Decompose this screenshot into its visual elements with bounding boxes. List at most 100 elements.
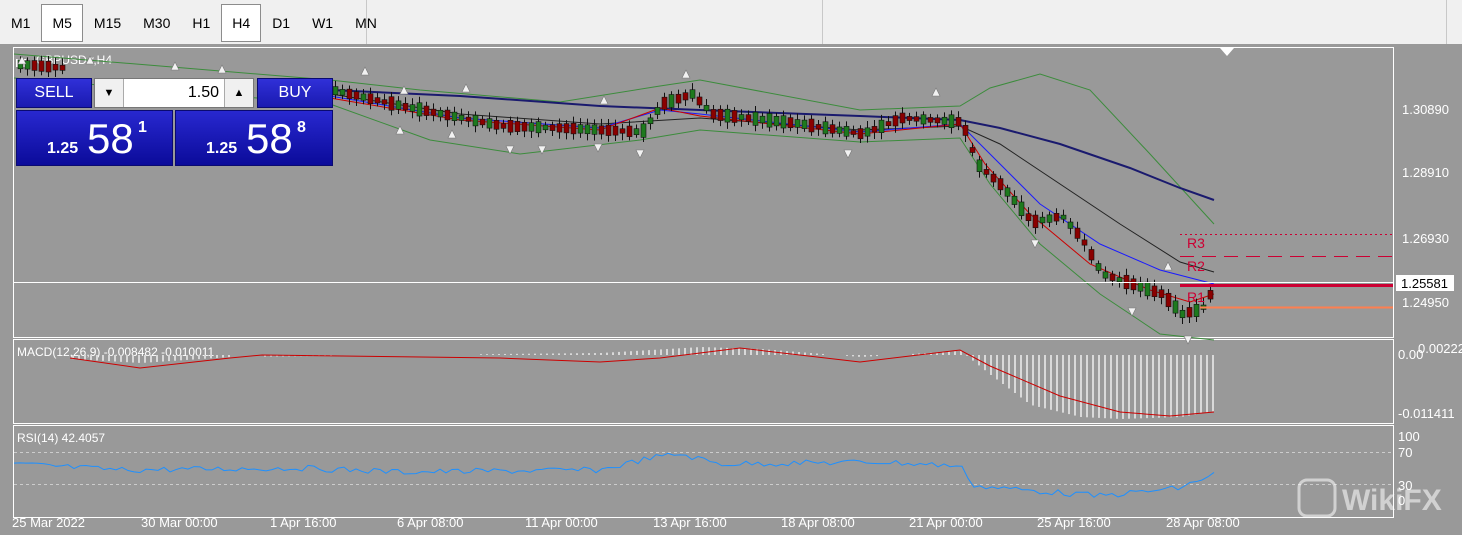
candle — [990, 173, 997, 183]
macd-bar — [84, 355, 86, 360]
macd-bar — [492, 354, 494, 355]
macd-bar — [678, 348, 680, 355]
candle — [1032, 214, 1039, 229]
pivot-label-r2: R2 — [1187, 258, 1205, 274]
fractal-marker-icon — [217, 64, 227, 74]
candle — [689, 89, 696, 99]
candle — [1025, 213, 1032, 222]
candle — [1102, 271, 1109, 279]
sell-price-pips: 58 — [87, 115, 134, 162]
macd-bar — [1182, 355, 1184, 417]
macd-bar — [78, 355, 80, 360]
macd-bar — [870, 355, 872, 357]
candle — [38, 60, 45, 72]
toolbar-separator — [366, 0, 367, 44]
macd-bar — [1152, 355, 1154, 418]
rsi-tick: 70 — [1398, 445, 1412, 460]
sell-button[interactable]: SELL — [16, 78, 92, 108]
candle — [913, 116, 920, 122]
timeframe-button-m30[interactable]: M30 — [143, 15, 171, 31]
macd-bar — [204, 355, 206, 359]
buy-button[interactable]: BUY — [257, 78, 333, 108]
macd-tick: -0.011411 — [1398, 406, 1455, 421]
macd-bar — [486, 354, 488, 355]
macd-bar — [738, 348, 740, 355]
macd-pane-frame — [13, 339, 1394, 424]
candle — [836, 126, 843, 134]
macd-bar — [1074, 355, 1076, 416]
macd-bar — [168, 355, 170, 362]
chart-area[interactable]: GBPUSD.r,H4 R3 R2 R1 1.30890 1.28910 1.2… — [0, 44, 1462, 535]
lot-size-input[interactable]: 1.50 — [187, 84, 219, 101]
macd-bar — [228, 355, 230, 358]
candle — [514, 121, 521, 132]
candle — [360, 93, 367, 101]
timeframe-button-d1[interactable]: D1 — [272, 15, 291, 31]
candle — [1109, 273, 1116, 281]
time-tick: 25 Mar 2022 — [12, 515, 85, 530]
candle — [857, 128, 864, 140]
price-axis: 1.30890 1.28910 1.26930 1.24950 — [1402, 102, 1449, 310]
candle — [619, 128, 626, 134]
timeframe-button-m15[interactable]: M15 — [93, 15, 122, 31]
timeframe-button-h1[interactable]: H1 — [192, 15, 211, 31]
candle — [997, 178, 1004, 191]
macd-bar — [846, 355, 848, 356]
macd-bar — [564, 353, 566, 355]
candle — [808, 118, 815, 133]
timeframe-button-mn[interactable]: MN — [344, 4, 388, 42]
rsi-line — [13, 452, 1215, 498]
rsi-tick: 0 — [1398, 493, 1405, 508]
macd-bar — [1002, 355, 1004, 384]
toolbar-separator — [822, 0, 823, 44]
fractal-marker-icon — [635, 149, 645, 159]
candle — [549, 124, 556, 131]
candle — [52, 64, 59, 71]
candle — [367, 93, 374, 105]
macd-bar — [102, 355, 104, 361]
candle — [906, 116, 913, 121]
sell-price-display[interactable]: 1.25 58 1 — [16, 110, 173, 166]
macd-bar — [912, 353, 914, 355]
macd-bar — [162, 355, 164, 362]
candle — [430, 108, 437, 116]
timeframe-button-w1[interactable]: W1 — [312, 15, 334, 31]
macd-bar — [852, 355, 854, 357]
macd-bar — [1098, 355, 1100, 418]
candle — [934, 117, 941, 124]
lot-increase-icon[interactable]: ▲ — [224, 79, 253, 107]
macd-bar — [972, 355, 974, 361]
candle — [381, 99, 388, 105]
watermark-logo-icon — [1297, 478, 1337, 518]
lot-decrease-icon[interactable]: ▼ — [95, 79, 124, 107]
timeframe-button-m1[interactable]: M1 — [11, 15, 31, 31]
macd-bar — [1050, 355, 1052, 410]
macd-bar — [186, 355, 188, 360]
lot-size-stepper[interactable]: ▼ 1.50 ▲ — [94, 78, 254, 108]
fractals — [17, 55, 1193, 345]
price-tick: 1.30890 — [1402, 102, 1449, 117]
macd-bar — [696, 347, 698, 355]
macd-bar — [522, 353, 524, 355]
timeframe-button-m5[interactable]: M5 — [41, 4, 83, 42]
rsi-pane-frame — [13, 425, 1394, 518]
macd-bar — [864, 355, 866, 357]
rsi-tick: 100 — [1398, 429, 1420, 444]
time-tick: 6 Apr 08:00 — [397, 515, 464, 530]
macd-bar — [1044, 355, 1046, 409]
candle — [710, 109, 717, 120]
macd-bar — [594, 353, 596, 355]
candle — [1172, 300, 1179, 314]
timeframe-button-h4[interactable]: H4 — [221, 4, 262, 42]
candle — [423, 105, 430, 116]
candle — [465, 116, 472, 122]
candle — [388, 96, 395, 111]
bollinger-upper-line — [13, 53, 1215, 225]
candle — [591, 124, 598, 135]
macd-bar — [918, 353, 920, 355]
macd-bar — [180, 355, 182, 361]
candle — [1165, 292, 1172, 308]
candle — [759, 115, 766, 124]
buy-price-display[interactable]: 1.25 58 8 — [175, 110, 333, 166]
chart-shift-marker-icon[interactable] — [1220, 48, 1234, 56]
